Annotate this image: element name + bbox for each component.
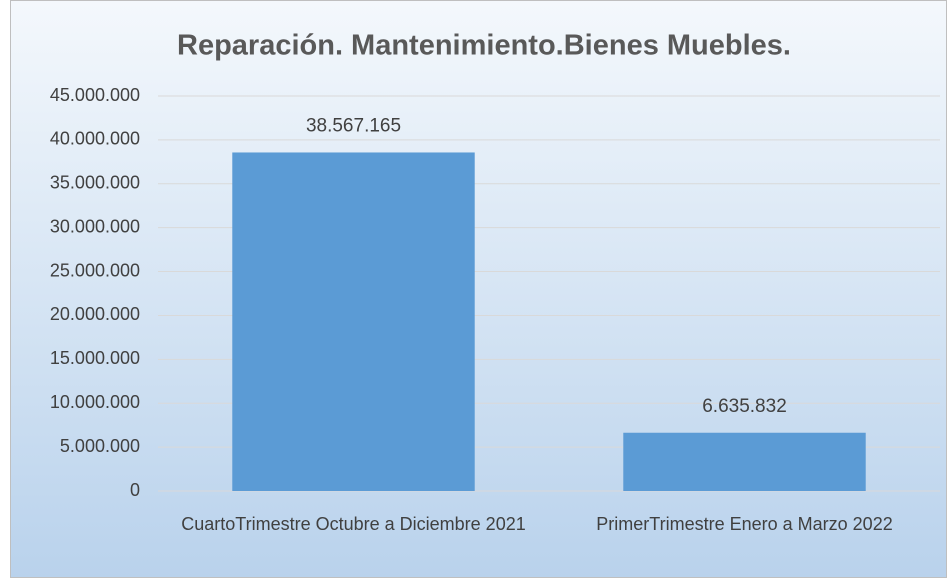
x-tick-label: PrimerTrimestre Enero a Marzo 2022 <box>596 514 893 534</box>
y-tick-label: 10.000.000 <box>50 392 140 412</box>
y-tick-label: 0 <box>130 480 140 500</box>
bar <box>232 152 475 491</box>
data-label: 38.567.165 <box>306 115 401 136</box>
data-label: 6.635.832 <box>702 396 787 417</box>
y-tick-label: 20.000.000 <box>50 304 140 324</box>
y-tick-label: 45.000.000 <box>50 85 140 105</box>
chart-title: Reparación. Mantenimiento.Bienes Muebles… <box>177 30 791 62</box>
y-tick-label: 40.000.000 <box>50 129 140 149</box>
y-tick-label: 5.000.000 <box>60 436 140 456</box>
y-tick-label: 15.000.000 <box>50 348 140 368</box>
y-tick-label: 35.000.000 <box>50 173 140 193</box>
x-tick-label: CuartoTrimestre Octubre a Diciembre 2021 <box>181 514 526 534</box>
bar <box>623 432 866 491</box>
y-tick-label: 30.000.000 <box>50 216 140 236</box>
y-tick-label: 25.000.000 <box>50 260 140 280</box>
